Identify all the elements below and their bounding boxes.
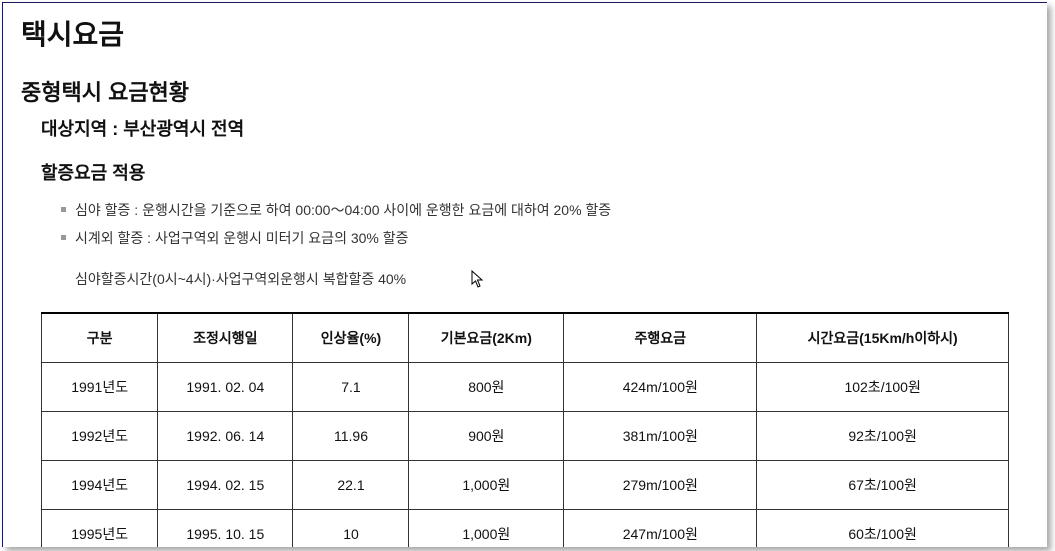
list-item: 시계외 할증 : 사업구역외 운행시 미터기 요금의 30% 할증 [61, 227, 1029, 249]
cell: 1,000원 [409, 510, 564, 547]
fare-table: 구분 조정시행일 인상율(%) 기본요금(2Km) 주행요금 시간요금(15Km… [41, 312, 1009, 547]
col-header: 주행요금 [564, 313, 757, 363]
col-header: 인상율(%) [293, 313, 409, 363]
cell: 1994년도 [42, 461, 158, 510]
col-header: 기본요금(2Km) [409, 313, 564, 363]
cell: 10 [293, 510, 409, 547]
table-row: 1991년도 1991. 02. 04 7.1 800원 424m/100원 1… [42, 363, 1009, 412]
col-header: 구분 [42, 313, 158, 363]
cell: 92초/100원 [757, 412, 1008, 461]
cell: 102초/100원 [757, 363, 1008, 412]
table-row: 1995년도 1995. 10. 15 10 1,000원 247m/100원 … [42, 510, 1009, 547]
surcharge-subline: 심야할증시간(0시~4시)·사업구역외운행시 복합할증 40% [75, 268, 1029, 290]
table-header-row: 구분 조정시행일 인상율(%) 기본요금(2Km) 주행요금 시간요금(15Km… [42, 313, 1009, 363]
cell: 1995년도 [42, 510, 158, 547]
page-title: 택시요금 [21, 13, 1029, 53]
col-header: 시간요금(15Km/h이하시) [757, 313, 1008, 363]
region-line: 대상지역 : 부산광역시 전역 [41, 115, 1029, 141]
cell: 800원 [409, 363, 564, 412]
cell: 1992년도 [42, 412, 158, 461]
document-page: 택시요금 중형택시 요금현황 대상지역 : 부산광역시 전역 할증요금 적용 심… [2, 2, 1047, 547]
cell: 60초/100원 [757, 510, 1008, 547]
cell: 1,000원 [409, 461, 564, 510]
cell: 22.1 [293, 461, 409, 510]
cell: 424m/100원 [564, 363, 757, 412]
cell: 67초/100원 [757, 461, 1008, 510]
cell: 7.1 [293, 363, 409, 412]
cell: 1991년도 [42, 363, 158, 412]
col-header: 조정시행일 [158, 313, 293, 363]
cell: 1995. 10. 15 [158, 510, 293, 547]
table-row: 1992년도 1992. 06. 14 11.96 900원 381m/100원… [42, 412, 1009, 461]
section-subtitle: 중형택시 요금현황 [21, 75, 1029, 107]
cell: 279m/100원 [564, 461, 757, 510]
cell: 247m/100원 [564, 510, 757, 547]
table-row: 1994년도 1994. 02. 15 22.1 1,000원 279m/100… [42, 461, 1009, 510]
surcharge-list: 심야 할증 : 운행시간을 기준으로 하여 00:00～04:00 사이에 운행… [61, 199, 1029, 250]
cell: 1991. 02. 04 [158, 363, 293, 412]
cell: 900원 [409, 412, 564, 461]
cell: 1994. 02. 15 [158, 461, 293, 510]
cell: 11.96 [293, 412, 409, 461]
cell: 381m/100원 [564, 412, 757, 461]
list-item: 심야 할증 : 운행시간을 기준으로 하여 00:00～04:00 사이에 운행… [61, 199, 1029, 221]
surcharge-title: 할증요금 적용 [41, 159, 1029, 185]
cell: 1992. 06. 14 [158, 412, 293, 461]
